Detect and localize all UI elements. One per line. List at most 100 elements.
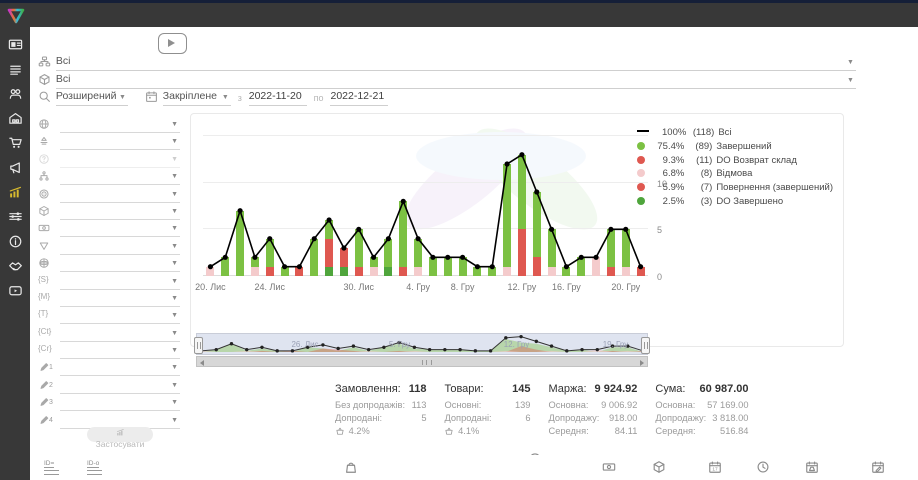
pencil-icon [38, 396, 54, 410]
filter-select[interactable]: ▼ [60, 361, 180, 377]
video-icon[interactable] [8, 283, 23, 298]
legend-item[interactable]: 100% (118) Всі [637, 126, 833, 140]
filter-select[interactable]: ▼ [60, 344, 180, 360]
brace-cr-icon: {Cr} [38, 344, 52, 354]
filter-select[interactable]: ▼ [60, 240, 180, 255]
dashboard-icon[interactable] [8, 37, 23, 52]
date-from-label: з [237, 92, 242, 103]
apply-button[interactable]: Застосувати [87, 427, 153, 449]
chevron-down-icon: ▼ [171, 242, 178, 250]
date-to-input[interactable]: 2022-12-21 [330, 90, 385, 102]
package-icon[interactable] [652, 460, 670, 476]
orders-icon[interactable] [8, 62, 23, 77]
calendar-flask-icon[interactable] [805, 460, 823, 476]
filter-select[interactable]: ▼ [60, 135, 180, 151]
search-mode-select[interactable]: Розширений ▼ [55, 90, 128, 106]
chevron-down-icon: ▼ [171, 329, 178, 337]
filter-select[interactable]: ▼ [60, 396, 180, 412]
stacked-bar [473, 136, 482, 276]
hierarchy-icon [38, 170, 54, 184]
calendar-icon [145, 90, 160, 106]
basket-pct-icon [335, 426, 346, 440]
sliders-icon[interactable] [8, 209, 23, 224]
filter-select[interactable]: ▼ [60, 309, 180, 325]
filter-select[interactable]: ▼ [60, 379, 180, 394]
date-to-label: по [313, 92, 324, 103]
legend-item[interactable]: 9.3% (11) DO Возврат склад [637, 154, 833, 168]
stacked-bar [621, 136, 630, 276]
filter-select[interactable]: ▼ [60, 118, 180, 133]
search-icon [38, 90, 53, 106]
info-icon[interactable] [8, 234, 23, 249]
chevron-down-icon: ▼ [171, 121, 178, 128]
calendar-date-icon[interactable]: 17 [708, 460, 726, 476]
navigator-scrollbar[interactable] [196, 356, 648, 367]
scrollbar-grip[interactable] [422, 359, 432, 365]
stacked-bar [295, 136, 304, 276]
calendar-edit-icon[interactable] [871, 460, 889, 476]
filter-select[interactable]: ▼ [60, 188, 180, 203]
stacked-bar [206, 136, 215, 276]
id-dash-icon[interactable]: ID-o [87, 460, 105, 476]
chevron-down-icon: ▼ [171, 190, 178, 198]
pencil-number-label: 4 [49, 416, 53, 424]
legend-item[interactable]: 2.5% (3) DO Завершено [637, 195, 833, 209]
stacked-bar [636, 136, 645, 276]
stacked-bar [562, 136, 571, 276]
stacked-bar [606, 136, 615, 276]
globe-icon [38, 118, 54, 132]
segment-select[interactable]: Всі ▼ [55, 55, 856, 71]
banknote-icon[interactable] [602, 460, 620, 476]
segments-tree-icon [38, 55, 53, 71]
filter-select[interactable]: ▼ [60, 257, 180, 273]
chevron-down-icon: ▼ [171, 416, 178, 424]
legend-line-swatch [637, 130, 650, 132]
bag-icon[interactable] [344, 460, 362, 476]
scroll-left-icon[interactable] [200, 360, 204, 366]
clients-icon[interactable] [8, 86, 23, 101]
warehouse-icon[interactable] [8, 111, 23, 126]
filter-select[interactable]: ▼ [60, 292, 180, 307]
filter-column: ▼ ▼ ▼ ▼ ▼ ▼ ▼ ▼ ▼ {S} ▼ {M} ▼ {T} ▼ {Ct} ▼ {Cr} ▼ 1 ▼ 2 ▼ 3 ▼ 4 ▼ [38, 117, 180, 430]
scroll-right-icon[interactable] [640, 360, 644, 366]
filter-select[interactable]: ▼ [60, 170, 180, 186]
legend-item[interactable]: 5.9% (7) Повернення (завершений) [637, 181, 833, 195]
date-from-input[interactable]: 2022-11-20 [248, 90, 302, 102]
partners-icon[interactable] [8, 258, 23, 273]
y-tick-label: 5 [657, 225, 663, 236]
stacked-bar [250, 136, 259, 276]
funnel-sort-icon [38, 135, 54, 149]
chevron-down-icon: ▼ [171, 347, 178, 355]
clock-icon[interactable] [756, 460, 774, 476]
stat-title-row: Замовлення: 118 [335, 383, 427, 395]
chevron-down-icon: ▼ [171, 260, 178, 268]
sidebar-nav [0, 27, 30, 480]
stacked-bar [577, 136, 586, 276]
top-bar [0, 0, 918, 27]
filter-select[interactable]: ▼ [60, 275, 180, 290]
period-mode-select[interactable]: Закріплене ▼ [162, 90, 231, 106]
filter-select[interactable]: ▼ [60, 153, 180, 168]
analytics-icon[interactable] [8, 185, 23, 200]
id-equals-icon[interactable]: ID= [44, 460, 62, 476]
navigator-left-handle[interactable] [194, 337, 203, 354]
legend-item[interactable]: 75.4% (89) Завершений [637, 140, 833, 154]
cart-icon[interactable] [8, 135, 23, 150]
chevron-down-icon: ▼ [171, 399, 178, 407]
app-logo-icon[interactable] [7, 7, 25, 30]
navigator-right-handle[interactable] [641, 337, 650, 354]
filter-select[interactable]: ▼ [60, 222, 180, 238]
banknote-icon [38, 222, 54, 236]
video-tutorial-button[interactable] [158, 33, 187, 54]
stacked-bar [369, 136, 378, 276]
filter-select[interactable]: ▼ [60, 327, 180, 342]
filter-select[interactable]: ▼ [60, 205, 180, 220]
stat-title-row: Товари: 145 [444, 383, 531, 395]
legend-item[interactable]: 6.8% (8) Відмова [637, 167, 833, 181]
chart-legend: 100% (118) Всі 75.4% (89) Завершений 9.3% (11) D… [637, 126, 833, 209]
product-select[interactable]: Всі ▼ [55, 73, 856, 89]
marketing-icon[interactable] [8, 160, 23, 175]
x-tick-label: 20. Гру [611, 282, 641, 292]
range-navigator[interactable]: 26. Лис 5. Гру 12. Гру 19. Гру [194, 333, 650, 355]
svg-text:17: 17 [712, 467, 718, 473]
